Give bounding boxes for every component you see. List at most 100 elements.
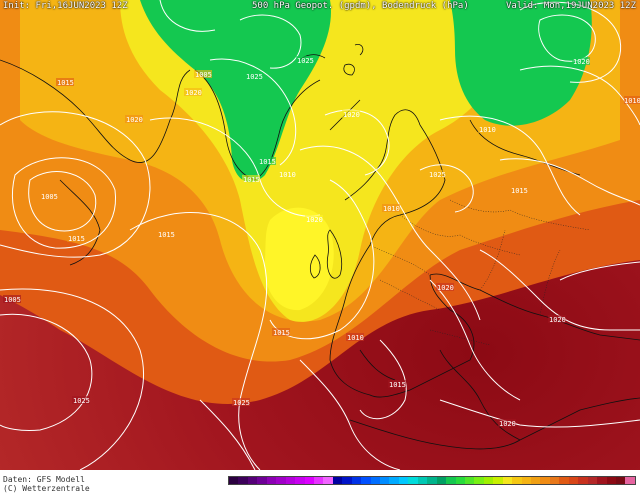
isobar-label: 1015 bbox=[67, 234, 85, 243]
svg-text:1015: 1015 bbox=[259, 158, 276, 166]
svg-text:1010: 1010 bbox=[479, 126, 496, 134]
color-scale-bar bbox=[228, 476, 636, 485]
svg-text:1025: 1025 bbox=[73, 397, 90, 405]
isobar-label: 1020 bbox=[498, 419, 516, 428]
color-scale-swatch bbox=[455, 477, 465, 484]
geopotential-ridge-core bbox=[264, 207, 334, 311]
svg-text:1020: 1020 bbox=[573, 58, 590, 66]
isobar-label: 1025 bbox=[232, 398, 250, 407]
color-scale-swatch bbox=[257, 477, 267, 484]
svg-text:1025: 1025 bbox=[429, 171, 446, 179]
map-canvas: 1015 1020 1005 1020 1005 1015 1015 1025 … bbox=[0, 0, 640, 470]
isobar-label: 1015 bbox=[56, 78, 74, 87]
svg-text:1005: 1005 bbox=[41, 193, 58, 201]
color-scale-swatch bbox=[615, 477, 626, 484]
color-scale-swatch bbox=[483, 477, 494, 484]
color-scale-swatch bbox=[464, 477, 475, 484]
color-scale-swatch bbox=[521, 477, 531, 484]
color-scale-swatch bbox=[398, 477, 409, 484]
init-time-label: Init: Fri,16JUN2023 12Z bbox=[3, 1, 128, 11]
color-scale-swatch bbox=[597, 477, 607, 484]
isobar-label: 1005 bbox=[194, 70, 212, 79]
isobar-label: 1010 bbox=[478, 125, 496, 134]
isobar-label: 1015 bbox=[157, 230, 175, 239]
isobar-label: 1015 bbox=[510, 186, 528, 195]
color-scale-swatch bbox=[323, 477, 333, 484]
svg-text:1010: 1010 bbox=[383, 205, 400, 213]
color-scale-swatch bbox=[304, 477, 314, 484]
coastlines bbox=[0, 43, 640, 450]
color-scale-swatch bbox=[342, 477, 352, 484]
isobar-label: 1025 bbox=[72, 396, 90, 405]
data-source-label: Daten: GFS Modell bbox=[3, 475, 85, 484]
isobar-label: 1020 bbox=[436, 283, 454, 292]
isobar-label: 1005 bbox=[40, 192, 58, 201]
color-scale-swatch bbox=[229, 477, 239, 484]
svg-text:1015: 1015 bbox=[511, 187, 528, 195]
isobar-label: 1025 bbox=[428, 170, 446, 179]
color-scale-swatch bbox=[606, 477, 616, 484]
color-scale-swatch bbox=[351, 477, 362, 484]
color-scale-swatch bbox=[625, 477, 635, 484]
svg-text:1020: 1020 bbox=[437, 284, 454, 292]
svg-text:1015: 1015 bbox=[68, 235, 85, 243]
isobar-label: 1020 bbox=[572, 57, 590, 66]
borders bbox=[369, 199, 591, 346]
color-scale-swatch bbox=[408, 477, 418, 484]
color-scale-swatch bbox=[389, 477, 399, 484]
svg-text:1010: 1010 bbox=[279, 171, 296, 179]
svg-text:1005: 1005 bbox=[195, 71, 212, 79]
isobar-label: 1025 bbox=[245, 72, 263, 81]
svg-text:1025: 1025 bbox=[297, 57, 314, 65]
color-scale-swatch bbox=[474, 477, 484, 484]
svg-text:1025: 1025 bbox=[246, 73, 263, 81]
ridge-patch bbox=[400, 0, 452, 35]
color-scale-swatch bbox=[512, 477, 522, 484]
svg-text:1015: 1015 bbox=[158, 231, 175, 239]
copyright-label: (C) Wetterzentrale bbox=[3, 484, 90, 493]
svg-text:1010: 1010 bbox=[624, 97, 640, 105]
color-scale-swatch bbox=[247, 477, 258, 484]
isobar-label: 1020 bbox=[548, 315, 566, 324]
color-scale-swatch bbox=[285, 477, 296, 484]
isobar-label: 1020 bbox=[305, 215, 323, 224]
color-scale-swatch bbox=[295, 477, 305, 484]
svg-text:1010: 1010 bbox=[347, 334, 364, 342]
map-title: 500 hPa Geopot. (gpdm), Bodendruck (hPa) bbox=[252, 1, 469, 11]
color-scale-swatch bbox=[540, 477, 550, 484]
color-scale-swatch bbox=[578, 477, 588, 484]
color-scale-swatch bbox=[502, 477, 513, 484]
isobar-label: 1015 bbox=[272, 328, 290, 337]
isobar-label: 1015 bbox=[242, 175, 260, 184]
color-scale-swatch bbox=[238, 477, 248, 484]
svg-text:1015: 1015 bbox=[243, 176, 260, 184]
svg-text:1015: 1015 bbox=[389, 381, 406, 389]
color-scale-swatch bbox=[370, 477, 380, 484]
color-scale-swatch bbox=[380, 477, 390, 484]
svg-text:1020: 1020 bbox=[185, 89, 202, 97]
isobar-label: 1020 bbox=[342, 110, 360, 119]
svg-text:1015: 1015 bbox=[57, 79, 74, 87]
svg-text:1020: 1020 bbox=[499, 420, 516, 428]
color-scale-swatch bbox=[436, 477, 447, 484]
isobar-label: 1015 bbox=[388, 380, 406, 389]
isobar-label: 1015 bbox=[258, 157, 276, 166]
color-scale-swatch bbox=[332, 477, 343, 484]
cold-trough-west bbox=[140, 0, 331, 183]
valid-time-label: Valid: Mon,19JUN2023 12Z bbox=[505, 1, 636, 11]
color-scale-swatch bbox=[417, 477, 428, 484]
color-scale-swatch bbox=[587, 477, 598, 484]
isobar-label: 1010 bbox=[346, 333, 364, 342]
color-scale-swatch bbox=[549, 477, 560, 484]
svg-text:1020: 1020 bbox=[549, 316, 566, 324]
isobar-label: 1010 bbox=[382, 204, 400, 213]
svg-text:1020: 1020 bbox=[343, 111, 360, 119]
isobar-label: 1025 bbox=[296, 56, 314, 65]
isobar-labels: 1015 1020 1005 1020 1005 1015 1015 1025 … bbox=[3, 56, 640, 428]
color-scale-swatch bbox=[276, 477, 286, 484]
svg-text:1020: 1020 bbox=[126, 116, 143, 124]
svg-text:1015: 1015 bbox=[273, 329, 290, 337]
color-scale-swatch bbox=[427, 477, 437, 484]
color-scale-swatch bbox=[559, 477, 569, 484]
